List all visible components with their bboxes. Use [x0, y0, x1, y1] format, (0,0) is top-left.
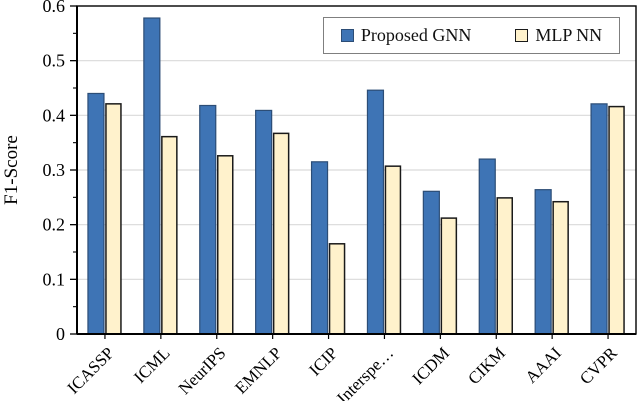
- x-tick-label-icdm: ICDM: [408, 343, 453, 388]
- legend-label-proposed-gnn: Proposed GNN: [360, 25, 472, 45]
- bar-proposed-gnn-interspe: [366, 89, 385, 335]
- legend-item-proposed-gnn: Proposed GNN: [340, 25, 472, 46]
- bar-proposed-gnn-cikm: [478, 158, 496, 335]
- x-tick-label-icml: ICML: [130, 343, 173, 386]
- x-tick-label-interspe: Interspe…: [333, 343, 397, 401]
- bar-mlp-nn-interspe: [384, 165, 402, 335]
- x-tick-label-emnlp: EMNLP: [231, 343, 285, 397]
- x-tick-label-cvpr: CVPR: [576, 343, 621, 388]
- bar-proposed-gnn-cvpr: [590, 103, 608, 335]
- y-tick-label: 0: [56, 324, 65, 344]
- x-tick-label-icip: ICIP: [305, 343, 341, 379]
- bar-proposed-gnn-icip: [310, 161, 329, 335]
- plot-area: 0 0.1 0.2 0.3 0.4 0.5 0.6 ICASSP ICML NeurIPS EMNL…: [43, 0, 637, 401]
- legend-swatch-proposed-gnn: [340, 29, 354, 42]
- legend-swatch-mlp-nn: [515, 29, 529, 42]
- legend-item-mlp-nn: MLP NN: [515, 25, 602, 46]
- y-tick-label: 0.2: [43, 215, 66, 235]
- bar-proposed-gnn-aaai: [534, 189, 552, 335]
- x-tick-label-cikm: CIKM: [464, 343, 509, 388]
- legend-label-mlp-nn: MLP NN: [535, 25, 603, 45]
- bar-mlp-nn-cvpr: [608, 105, 625, 335]
- y-tick-label: 0.1: [43, 269, 66, 289]
- y-tick-label: 0.4: [43, 105, 66, 125]
- bar-proposed-gnn-emnlp: [255, 109, 273, 335]
- bar-mlp-nn-icip: [328, 243, 346, 335]
- bar-mlp-nn-cikm: [496, 197, 513, 335]
- bar-proposed-gnn-icassp: [87, 92, 105, 335]
- bar-proposed-gnn-icml: [143, 17, 161, 335]
- bar-mlp-nn-emnlp: [272, 132, 290, 335]
- bar-mlp-nn-aaai: [552, 200, 569, 335]
- y-tick-label: 0.6: [43, 0, 66, 16]
- bar-proposed-gnn-neurips: [199, 104, 217, 335]
- bar-proposed-gnn-icdm: [422, 190, 440, 335]
- legend: Proposed GNN MLP NN: [323, 17, 620, 54]
- bar-mlp-nn-icassp: [105, 103, 122, 335]
- y-axis-title: F1-Score: [1, 135, 22, 205]
- bar-mlp-nn-icdm: [440, 217, 458, 335]
- x-tick-label-aaai: AAAI: [521, 343, 565, 387]
- y-tick-label: 0.5: [43, 51, 66, 71]
- bar-mlp-nn-neurips: [217, 155, 234, 335]
- bar-mlp-nn-icml: [161, 135, 178, 335]
- x-tick-label-icassp: ICASSP: [64, 343, 118, 397]
- x-tick-label-neurips: NeurIPS: [175, 343, 230, 398]
- y-tick-label: 0.3: [43, 160, 66, 180]
